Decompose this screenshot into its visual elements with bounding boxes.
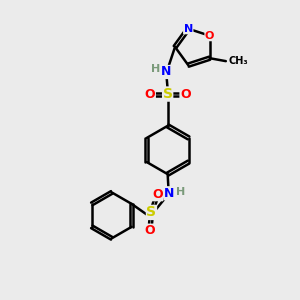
Text: O: O (145, 224, 155, 237)
Text: O: O (145, 88, 155, 100)
Text: S: S (146, 206, 157, 219)
Text: N: N (184, 24, 193, 34)
Text: H: H (151, 64, 160, 74)
Text: H: H (176, 187, 185, 197)
Text: S: S (163, 87, 173, 101)
Text: CH₃: CH₃ (228, 56, 248, 66)
Text: O: O (152, 188, 163, 201)
Text: O: O (205, 31, 214, 41)
Text: O: O (180, 88, 190, 100)
Text: N: N (164, 187, 174, 200)
Text: N: N (161, 65, 171, 79)
